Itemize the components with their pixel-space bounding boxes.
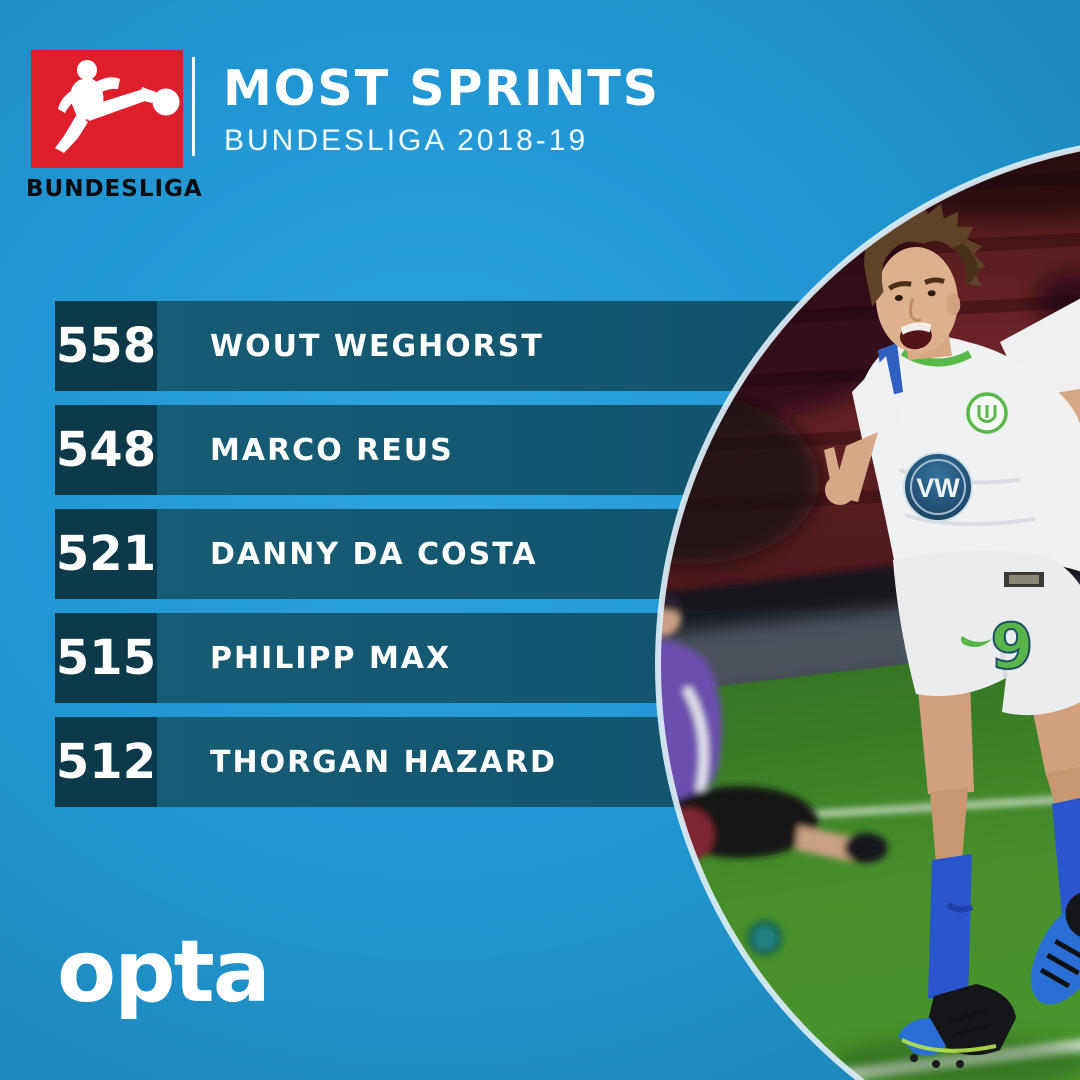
photo-circle-rim [655,145,1080,1080]
player-name: DANNY DA COSTA [210,536,538,572]
bundesliga-kicker-icon [55,60,180,153]
header-divider [192,57,195,156]
pointing-hand [824,447,860,505]
shirt-number: 9 [990,610,1033,683]
player-figure: 9 VW [824,199,1080,1068]
sprint-count: 558 [55,301,157,391]
bundesliga-logo [31,50,183,168]
wolfsburg-badge-icon [966,392,1008,434]
player-name: THORGAN HAZARD [210,744,557,780]
page-title: MOST SPRINTS [223,60,661,117]
nike-swoosh-shorts-icon [961,636,992,647]
bundesliga-wordmark: BUNDESLIGA [26,176,203,202]
goalkeeper-figure [658,594,888,955]
front-boot [898,984,1016,1068]
opta-logo: opta [57,922,271,1022]
sprint-count: 515 [55,613,157,703]
vw-monogram: VW [916,473,960,503]
page-subtitle: BUNDESLIGA 2018-19 [224,124,589,157]
vw-badge-icon: VW [903,452,973,522]
sprint-count: 548 [55,405,157,495]
player-name: PHILIPP MAX [210,640,452,676]
sprint-count: 512 [55,717,157,807]
player-name: WOUT WEGHORST [210,328,544,364]
player-name: MARCO REUS [210,432,454,468]
sprint-count: 521 [55,509,157,599]
back-boot [1031,891,1080,1005]
